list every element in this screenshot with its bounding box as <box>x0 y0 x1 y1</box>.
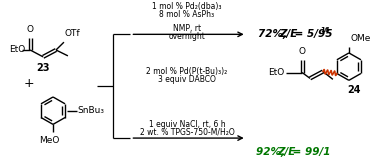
Text: = 5/95: = 5/95 <box>291 29 333 39</box>
Text: OTf: OTf <box>65 29 81 38</box>
Text: EtO: EtO <box>268 68 284 77</box>
Text: EtO: EtO <box>9 46 25 54</box>
Text: 92%,: 92%, <box>256 147 288 157</box>
Text: Z/E: Z/E <box>280 29 298 39</box>
Text: O: O <box>299 47 306 56</box>
Text: Z/E: Z/E <box>277 147 296 157</box>
Text: = 99/1: = 99/1 <box>289 147 331 157</box>
Text: 1 mol % Pd₂(dba)₃: 1 mol % Pd₂(dba)₃ <box>152 2 222 11</box>
Text: 8 mol % AsPh₃: 8 mol % AsPh₃ <box>160 10 215 19</box>
Text: O: O <box>27 25 34 34</box>
Text: overnight: overnight <box>169 32 206 41</box>
Text: SnBu₃: SnBu₃ <box>78 106 105 115</box>
Text: OMe: OMe <box>351 34 371 43</box>
Text: 3 equiv DABCO: 3 equiv DABCO <box>158 75 216 84</box>
Text: NMP, rt: NMP, rt <box>173 24 201 33</box>
Text: 2 mol % Pd(P(t-Bu)₃)₂: 2 mol % Pd(P(t-Bu)₃)₂ <box>147 67 228 76</box>
Text: 72%,: 72%, <box>258 29 290 39</box>
Text: MeO: MeO <box>39 136 59 145</box>
Text: 16: 16 <box>320 27 330 33</box>
Text: 23: 23 <box>36 63 50 73</box>
Text: 1 equiv NaCl, rt, 6 h: 1 equiv NaCl, rt, 6 h <box>149 120 225 129</box>
Text: +: + <box>24 77 34 90</box>
Text: 2 wt. % TPGS-750-M/H₂O: 2 wt. % TPGS-750-M/H₂O <box>140 128 235 137</box>
Text: 24: 24 <box>347 85 361 95</box>
